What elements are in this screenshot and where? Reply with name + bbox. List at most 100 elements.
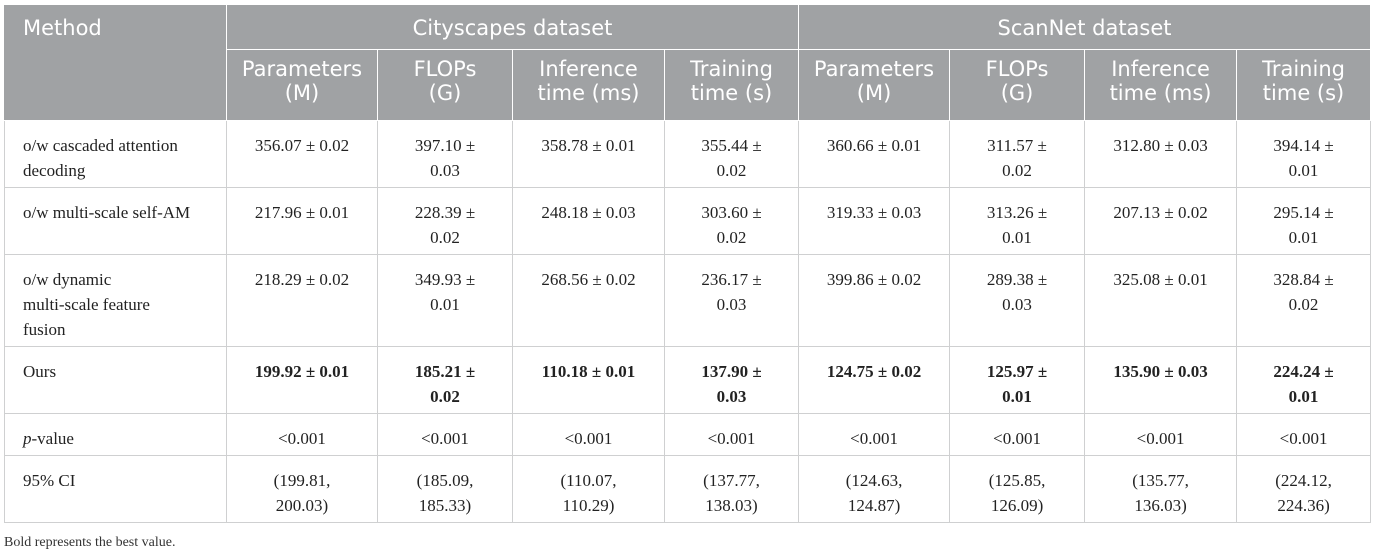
value-text-line: 295.14 ± bbox=[1273, 203, 1334, 222]
value-cell: 207.13 ± 0.02 bbox=[1084, 187, 1238, 255]
value-cell: 199.92 ± 0.01 bbox=[226, 346, 378, 414]
sub-column-header-line: (M) bbox=[856, 81, 892, 105]
value-text-line: 217.96 ± 0.01 bbox=[254, 203, 350, 222]
value-cell: (110.07, 110.29) bbox=[512, 455, 665, 523]
value-cell: (135.77, 136.03) bbox=[1084, 455, 1238, 523]
value-text-line: <0.001 bbox=[993, 429, 1041, 448]
value-text-line: <0.001 bbox=[850, 429, 898, 448]
value-cell: (137.77, 138.03) bbox=[664, 455, 800, 523]
value-cell: <0.001 bbox=[512, 413, 665, 456]
value-text-line: 224.24 ± bbox=[1273, 362, 1334, 381]
method-text: -value bbox=[31, 429, 74, 448]
value-text-line: 0.02 bbox=[430, 228, 460, 247]
value-cell: 394.14 ± 0.01 bbox=[1236, 120, 1372, 188]
value-cell: <0.001 bbox=[377, 413, 513, 456]
sub-column-header: FLOPs (G) bbox=[377, 49, 513, 121]
value-cell: 399.86 ± 0.02 bbox=[798, 254, 951, 347]
sub-column-header-line: time (ms) bbox=[1109, 81, 1212, 105]
sub-column-header-line: Inference bbox=[539, 57, 638, 81]
value-cell: 185.21 ± 0.02 bbox=[377, 346, 513, 414]
value-cell: 358.78 ± 0.01 bbox=[512, 120, 665, 188]
value-text-line: 224.36) bbox=[1277, 496, 1330, 515]
value-text-line: 358.78 ± 0.01 bbox=[541, 136, 636, 155]
sub-column-header-line: time (ms) bbox=[537, 81, 640, 105]
value-text-line: 311.57 ± bbox=[987, 136, 1047, 155]
method-text-line: 95% CI bbox=[23, 471, 76, 490]
value-text-line: 124.75 ± 0.02 bbox=[826, 362, 922, 381]
value-cell: (199.81, 200.03) bbox=[226, 455, 378, 523]
table-sub-header-row: Parameters (M) FLOPs (G) Inference time (ms) T… bbox=[5, 49, 1372, 121]
value-text-line: 325.08 ± 0.01 bbox=[1113, 270, 1208, 289]
method-text-line: o/w dynamic bbox=[23, 270, 112, 289]
value-text-line: (137.77, bbox=[703, 471, 760, 490]
method-cell: o/w multi-scale self-AM bbox=[4, 187, 227, 255]
value-cell: (185.09, 185.33) bbox=[377, 455, 513, 523]
value-text-line: 248.18 ± 0.03 bbox=[541, 203, 636, 222]
method-cell: o/w cascaded attention decoding bbox=[4, 120, 227, 188]
table-row: 95% CI (199.81, 200.03) (185.09, 185.33) (110… bbox=[4, 455, 1372, 523]
value-text-line: 313.26 ± bbox=[986, 203, 1048, 222]
value-text-line: 268.56 ± 0.02 bbox=[541, 270, 636, 289]
table-row: o/w cascaded attention decoding 356.07 ± 0… bbox=[4, 120, 1372, 188]
sub-column-header-line: FLOPs bbox=[985, 57, 1049, 81]
value-cell: 135.90 ± 0.03 bbox=[1084, 346, 1238, 414]
value-text-line: 200.03) bbox=[275, 496, 329, 515]
value-text-line: 394.14 ± bbox=[1273, 136, 1334, 155]
value-text-line: 135.90 ± 0.03 bbox=[1113, 362, 1208, 381]
value-text-line: 236.17 ± bbox=[701, 270, 762, 289]
sub-column-header-line: time (s) bbox=[1262, 81, 1345, 105]
cityscapes-group-header: Cityscapes dataset bbox=[225, 4, 800, 50]
value-cell: 349.93 ± 0.01 bbox=[377, 254, 513, 347]
value-text-line: 126.09) bbox=[990, 496, 1044, 515]
value-text-line: 110.29) bbox=[562, 496, 615, 515]
value-cell: 311.57 ± 0.02 bbox=[949, 120, 1086, 188]
value-text-line: 0.02 bbox=[716, 228, 747, 247]
value-text-line: 138.03) bbox=[705, 496, 758, 515]
value-text-line: 136.03) bbox=[1134, 496, 1187, 515]
value-cell: 248.18 ± 0.03 bbox=[512, 187, 665, 255]
value-cell: 224.24 ± 0.01 bbox=[1236, 346, 1372, 414]
value-text-line: 125.97 ± bbox=[986, 362, 1048, 381]
value-text-line: (199.81, bbox=[273, 471, 331, 490]
value-text-line: 0.01 bbox=[1002, 228, 1032, 247]
method-cell: p-value bbox=[4, 413, 227, 456]
value-text-line: 328.84 ± bbox=[1273, 270, 1334, 289]
value-text-line: (224.12, bbox=[1275, 471, 1332, 490]
sub-column-header-line: Training bbox=[690, 57, 773, 81]
value-cell: <0.001 bbox=[664, 413, 800, 456]
value-text-line: 0.03 bbox=[430, 161, 460, 180]
sub-column-header: Training time (s) bbox=[663, 49, 800, 121]
scannet-group-header: ScanNet dataset bbox=[798, 4, 1372, 50]
value-text-line: 0.03 bbox=[1002, 295, 1032, 314]
value-cell: 217.96 ± 0.01 bbox=[226, 187, 378, 255]
value-cell: (224.12, 224.36) bbox=[1236, 455, 1372, 523]
value-text-line: 185.21 ± bbox=[414, 362, 476, 381]
value-cell: (124.63, 124.87) bbox=[798, 455, 951, 523]
value-text-line: (125.85, bbox=[988, 471, 1046, 490]
value-text-line: (185.09, bbox=[416, 471, 474, 490]
value-text-line: 289.38 ± bbox=[986, 270, 1048, 289]
sub-column-header-line: Parameters bbox=[241, 57, 363, 81]
value-text-line: 0.01 bbox=[430, 295, 460, 314]
method-cell: Ours bbox=[4, 346, 227, 414]
value-text-line: <0.001 bbox=[278, 429, 326, 448]
table-group-header-row: Method Cityscapes dataset ScanNet datase… bbox=[4, 4, 1372, 121]
value-cell: 360.66 ± 0.01 bbox=[798, 120, 951, 188]
value-text-line: 137.90 ± bbox=[701, 362, 762, 381]
value-text-line: 0.03 bbox=[716, 295, 747, 314]
sub-column-header-line: Inference bbox=[1111, 57, 1210, 81]
sub-column-header-line: FLOPs bbox=[413, 57, 477, 81]
value-text-line: 207.13 ± 0.02 bbox=[1113, 203, 1208, 222]
value-text-line: 397.10 ± bbox=[414, 136, 476, 155]
value-cell: 319.33 ± 0.03 bbox=[798, 187, 951, 255]
method-text-line: fusion bbox=[23, 320, 66, 339]
value-text-line: (110.07, bbox=[560, 471, 617, 490]
value-text-line: 218.29 ± 0.02 bbox=[254, 270, 350, 289]
table-row: Ours 199.92 ± 0.01 185.21 ± 0.02 110.18 ± 0.… bbox=[4, 346, 1372, 414]
method-text-line: o/w multi-scale self-AM bbox=[23, 203, 191, 222]
sub-column-header: FLOPs (G) bbox=[949, 49, 1086, 121]
value-text-line: 0.02 bbox=[1002, 161, 1032, 180]
sub-column-header: Training time (s) bbox=[1236, 49, 1372, 121]
value-cell: <0.001 bbox=[1236, 413, 1372, 456]
value-cell: <0.001 bbox=[226, 413, 378, 456]
